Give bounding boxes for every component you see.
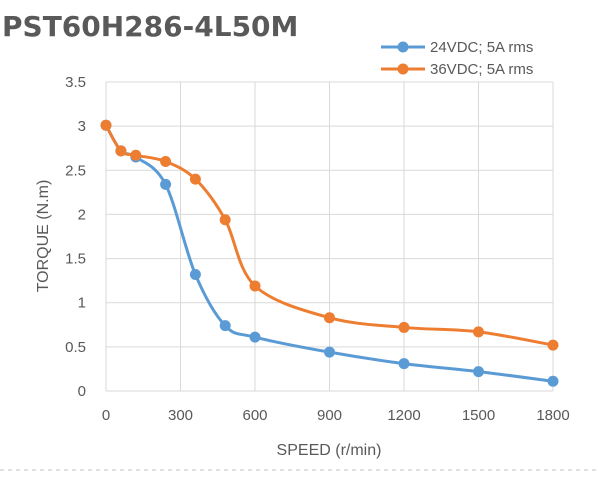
- data-point: [100, 119, 112, 131]
- data-point: [473, 366, 484, 378]
- x-axis-label: SPEED (r/min): [277, 442, 382, 459]
- data-point: [219, 320, 231, 332]
- x-tick-label: 1200: [387, 407, 420, 424]
- y-tick-label: 3.5: [65, 74, 86, 91]
- data-point: [249, 331, 261, 343]
- data-point: [547, 375, 559, 387]
- x-tick-labels: 0 300 600 900 1200 1500 1800: [102, 407, 570, 424]
- x-tick-label: 1800: [536, 407, 569, 424]
- legend: 24VDC; 5A rms 36VDC; 5A rms: [381, 39, 533, 78]
- data-point: [189, 173, 201, 185]
- y-tick-label: 0.5: [65, 339, 86, 356]
- data-point: [160, 178, 172, 190]
- legend-label: 36VDC; 5A rms: [430, 61, 533, 78]
- chart-title: PST60H286-4L50M: [2, 10, 298, 43]
- data-point: [473, 326, 484, 338]
- x-tick-label: 900: [317, 407, 342, 424]
- y-tick-label: 2.5: [65, 162, 86, 179]
- y-tick-label: 3: [78, 118, 86, 135]
- data-series: [100, 119, 559, 387]
- data-point: [160, 155, 172, 167]
- y-tick-labels: 0 0.5 1 1.5 2 2.5 3 3.5: [65, 74, 86, 400]
- legend-swatch-marker: [397, 41, 409, 53]
- legend-swatch-marker: [397, 63, 409, 75]
- x-tick-label: 300: [168, 407, 193, 424]
- x-tick-label: 0: [102, 407, 110, 424]
- data-point: [324, 312, 335, 324]
- data-point: [398, 358, 410, 370]
- y-tick-label: 0: [78, 383, 86, 400]
- y-axis-label: TORQUE (N.m): [35, 180, 52, 293]
- data-point: [115, 145, 127, 157]
- data-point: [249, 280, 261, 292]
- y-tick-label: 2: [78, 206, 86, 223]
- legend-label: 24VDC; 5A rms: [430, 39, 533, 56]
- data-point: [130, 149, 142, 161]
- y-tick-label: 1.5: [65, 251, 86, 268]
- data-point: [189, 268, 201, 280]
- data-point: [398, 321, 410, 333]
- gridlines: [105, 81, 554, 392]
- y-tick-label: 1: [78, 295, 86, 312]
- data-point: [547, 339, 559, 351]
- x-tick-label: 1500: [462, 407, 495, 424]
- x-tick-label: 600: [242, 407, 267, 424]
- data-point: [219, 214, 231, 226]
- data-point: [324, 346, 335, 358]
